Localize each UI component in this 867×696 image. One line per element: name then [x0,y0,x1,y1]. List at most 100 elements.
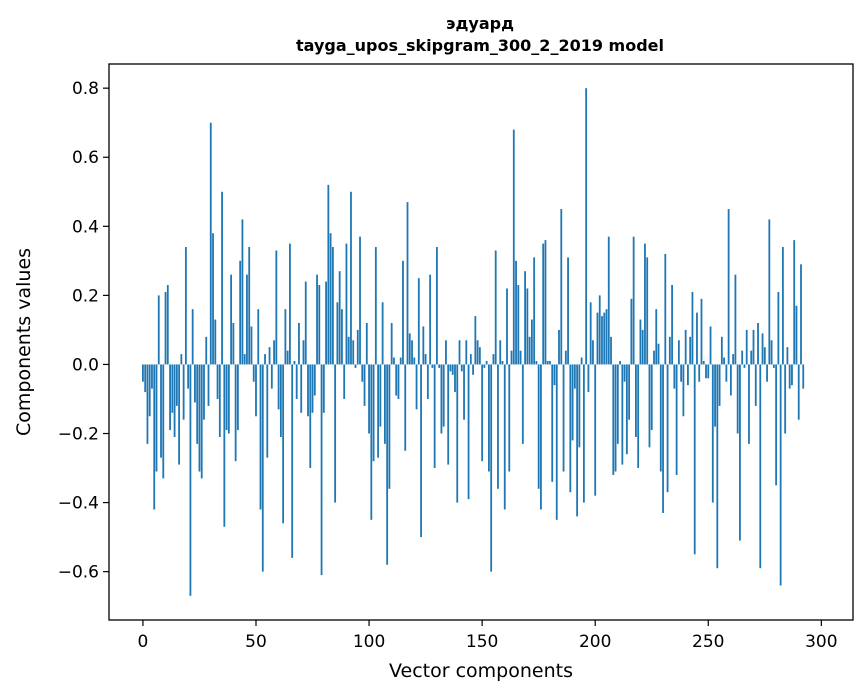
bar [655,309,658,365]
bar [605,309,608,365]
bar [497,364,499,489]
bar [264,354,266,365]
bar [266,364,269,458]
bar [255,364,257,417]
bar [374,247,377,365]
bar [754,364,757,406]
bar [560,209,563,365]
bar [404,364,407,451]
bar [325,281,327,365]
bar [155,364,158,472]
bar [426,364,429,399]
bar [526,288,529,365]
y-ticks-group: −0.6 −0.4 −0.2 0.0 0.2 0.4 0.6 0.8 [58,79,109,583]
bar [302,340,305,365]
bar [714,364,716,427]
bar [338,271,341,365]
bar [748,364,750,444]
bar [320,364,323,576]
bar [153,364,156,510]
bar [639,319,642,365]
bar [657,343,660,365]
bar [422,326,425,365]
bar [178,364,181,465]
chart-subtitle: tayga_upos_skipgram_300_2_2019 model [296,36,664,55]
bar [729,364,732,396]
y-tick-label: 0.8 [72,79,99,99]
bar [546,360,549,365]
bar [352,340,355,365]
bar [440,364,443,434]
bar [415,364,418,410]
bar [230,274,233,365]
bar [551,364,554,482]
bar [241,219,244,365]
bar [757,323,759,365]
bar [677,340,680,365]
bar [218,364,221,437]
bar [282,364,285,524]
bar [481,364,484,462]
bar [630,298,633,365]
bar [632,236,635,365]
bar [194,364,196,403]
bar [191,309,194,365]
bar [533,257,536,365]
bar [465,340,468,365]
bar [146,364,149,444]
bar [198,364,201,472]
bar [467,364,470,500]
bar [501,360,504,365]
bar [788,364,791,389]
bar [766,364,768,382]
bar [555,364,558,520]
bar [763,347,766,365]
bar [166,285,169,365]
bar [777,291,780,365]
bar [232,323,235,365]
bar [759,364,762,569]
bar [354,364,357,368]
bar [356,329,359,365]
x-ticks-group: 0 50 100 150 200 250 300 [138,620,838,652]
bar [420,364,422,538]
bar [239,260,242,365]
bar [718,364,721,406]
bar [488,364,490,472]
bar [322,364,325,413]
bar [286,350,289,365]
bar [628,364,631,420]
bar [732,354,735,365]
chart-title: эдуард [446,14,514,33]
bar [411,340,413,365]
bar [383,364,386,444]
bar [336,302,339,365]
bar [469,354,472,365]
bar [408,333,411,365]
bars-group [142,88,805,596]
bar [662,364,664,513]
bar [327,184,330,365]
bar [388,364,391,489]
bar [544,240,547,365]
bar [413,357,416,365]
bar [673,364,676,389]
bar [268,347,271,365]
bar [646,257,649,365]
bar [793,240,796,365]
bar [246,274,248,365]
bar [309,364,312,469]
bar [791,364,793,386]
bar [331,247,334,365]
x-axis-label: Vector components [389,660,573,682]
bar [668,336,671,365]
bar [234,364,237,462]
x-tick-label: 50 [245,632,267,652]
bar [347,336,350,365]
bar [653,350,655,365]
bar [716,364,719,569]
bar [576,364,579,517]
bar [223,364,226,527]
bar [221,191,223,365]
